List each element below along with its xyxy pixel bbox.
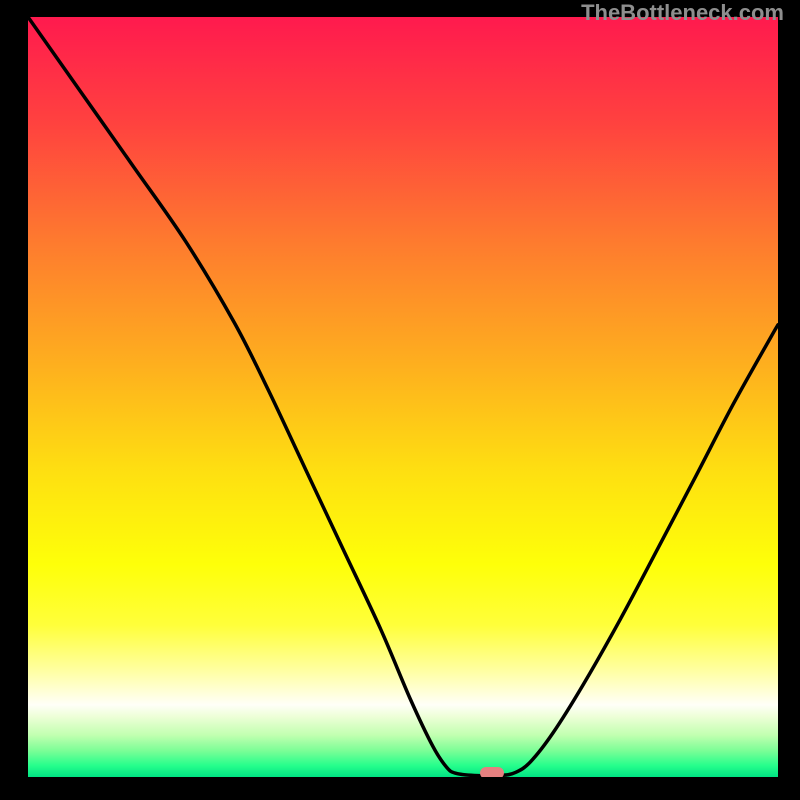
bottleneck-curve [28, 17, 778, 777]
watermark-text: TheBottleneck.com [581, 0, 784, 26]
chart-frame: TheBottleneck.com [0, 0, 800, 800]
optimal-point-marker [480, 767, 504, 777]
plot-area [28, 17, 778, 777]
